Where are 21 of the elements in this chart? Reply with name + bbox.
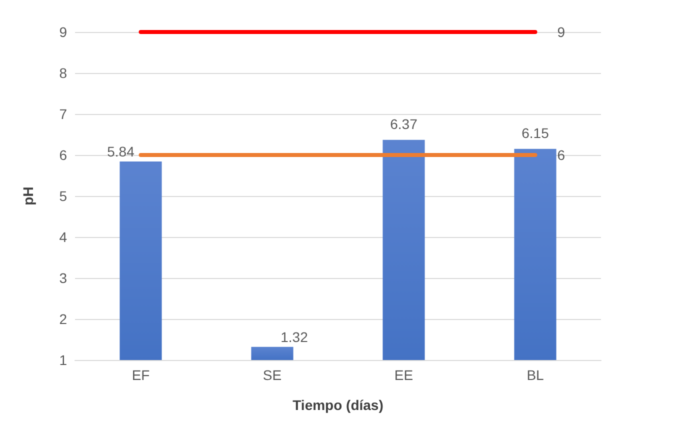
y-tick-label: 7: [59, 106, 68, 122]
y-axis-title: pH: [20, 186, 36, 206]
data-label: 6.37: [390, 116, 418, 132]
x-tick-label: EF: [132, 367, 150, 383]
y-tick-label: 4: [59, 229, 68, 245]
y-tick-label: 8: [59, 65, 68, 81]
data-label: 6.15: [522, 124, 550, 141]
y-tick-label: 3: [59, 270, 68, 286]
x-tick-label: BL: [526, 367, 544, 383]
x-axis-title: Tiempo (días): [292, 397, 384, 413]
x-tick-label: EE: [394, 367, 414, 383]
y-tick-label: 5: [59, 188, 68, 204]
data-label: 9: [557, 24, 566, 40]
y-tick-label: 1: [59, 352, 68, 368]
data-label: 1.32: [280, 328, 308, 345]
data-label: 5.84: [107, 144, 135, 160]
y-tick-label: 2: [59, 311, 68, 327]
y-tick-label: 9: [59, 24, 68, 40]
x-tick-label: SE: [262, 367, 282, 383]
data-label: 6: [557, 147, 566, 163]
y-tick-label: 6: [59, 147, 68, 163]
